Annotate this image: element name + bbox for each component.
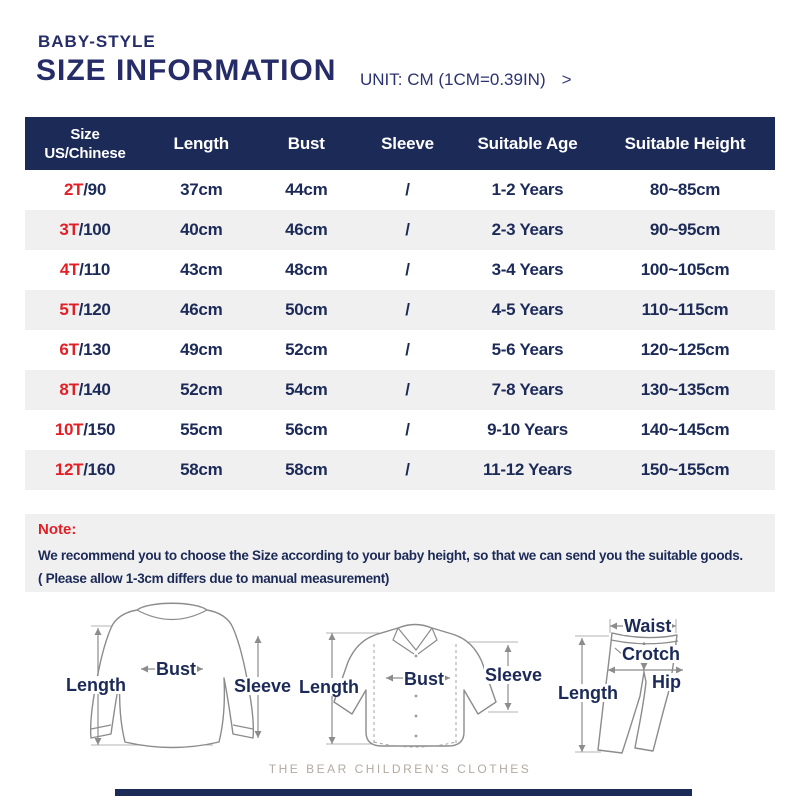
page-title: SIZE INFORMATION [36,54,337,87]
sleeve-cell: / [405,300,410,319]
size-cell: 12T/160 [54,460,116,479]
size-table: Size US/Chinese Length Bust Sleeve Suita… [25,117,775,490]
measure-label-length: Length [65,675,127,695]
column-header-age: Suitable Age [460,117,595,170]
chevron-right-icon: > [561,70,572,89]
bust-cell: 48cm [285,260,328,279]
unit-note-row[interactable]: UNIT: CM (1CM=0.39IN) > [360,70,572,90]
note-label: Note: [38,521,77,538]
hip-arrow [608,666,683,674]
unit-label: UNIT: CM (1CM=0.39IN) [360,70,546,89]
bust-cell: 56cm [285,420,328,439]
bust-cell: 54cm [285,380,328,399]
length-cell: 40cm [180,220,223,239]
sleeve-cell: / [405,260,410,279]
column-header-bust: Bust [257,117,355,170]
sleeve-cell: / [405,420,410,439]
table-row: 6T/130 49cm 52cm / 5-6 Years 120~125cm [25,330,775,370]
measure-label-hip: Hip [651,672,682,692]
age-cell: 9-10 Years [487,420,568,439]
size-cell: 10T/150 [54,420,116,439]
age-cell: 1-2 Years [491,180,564,199]
sleeve-cell: / [405,460,410,479]
note-line-1: We recommend you to choose the Size acco… [38,548,743,563]
measure-label-sleeve: Sleeve [233,676,293,696]
size-cell: 6T/130 [59,340,111,359]
shirt-measure-diagram: Length Bust Sleeve [290,598,544,783]
length-cell: 52cm [180,380,223,399]
table-row: 4T/110 43cm 48cm / 3-4 Years 100~105cm [25,250,775,290]
column-header-size: Size US/Chinese [25,117,145,170]
age-cell: 7-8 Years [491,380,564,399]
table-row: 5T/120 46cm 50cm / 4-5 Years 110~115cm [25,290,775,330]
table-row: 8T/140 52cm 54cm / 7-8 Years 130~135cm [25,370,775,410]
brand-text: BABY-STYLE [38,32,156,51]
table-row: 10T/150 55cm 56cm / 9-10 Years 140~145cm [25,410,775,450]
column-header-length: Length [145,117,258,170]
column-header-sleeve: Sleeve [355,117,460,170]
size-cell: 4T/110 [59,260,111,279]
height-cell: 90~95cm [649,220,721,239]
height-cell: 110~115cm [641,300,729,319]
bottom-divider-bar [115,789,692,796]
table-row: 12T/160 58cm 58cm / 11-12 Years 150~155c… [25,450,775,490]
age-cell: 2-3 Years [491,220,564,239]
measure-label-bust: Bust [403,669,445,689]
bust-cell: 58cm [285,460,328,479]
size-cell: 5T/120 [59,300,111,319]
measure-label-crotch: Crotch [621,644,681,664]
note-box: Note: We recommend you to choose the Siz… [25,514,775,592]
age-cell: 3-4 Years [491,260,564,279]
sleeve-cell: / [405,380,410,399]
pants-measure-diagram: Waist Crotch Hip Length [545,595,795,785]
size-cell: 3T/100 [59,220,111,239]
measure-label-length: Length [557,683,619,703]
bust-cell: 44cm [285,180,328,199]
length-cell: 46cm [180,300,223,319]
table-row: 3T/100 40cm 46cm / 2-3 Years 90~95cm [25,210,775,250]
sleeve-cell: / [405,180,410,199]
age-cell: 5-6 Years [491,340,564,359]
length-cell: 55cm [180,420,223,439]
note-line-2: ( Please allow 1-3cm differs due to manu… [38,571,390,586]
measure-label-length: Length [298,677,360,697]
bust-cell: 52cm [285,340,328,359]
column-header-height: Suitable Height [595,117,775,170]
table-header-row: Size US/Chinese Length Bust Sleeve Suita… [25,117,775,170]
measure-label-waist: Waist [623,616,673,636]
pants-sketch-icon [575,619,683,754]
height-cell: 150~155cm [640,460,730,479]
height-cell: 100~105cm [640,260,730,279]
table-row: 2T/90 37cm 44cm / 1-2 Years 80~85cm [25,170,775,210]
size-cell: 2T/90 [64,180,106,199]
bust-cell: 46cm [285,220,328,239]
age-cell: 11-12 Years [482,460,573,479]
height-cell: 80~85cm [649,180,721,199]
length-cell: 37cm [180,180,223,199]
measure-label-sleeve: Sleeve [484,665,544,685]
sleeve-cell: / [405,220,410,239]
length-cell: 49cm [180,340,223,359]
length-cell: 58cm [180,460,223,479]
age-cell: 4-5 Years [491,300,564,319]
sweater-measure-diagram: Length Bust Sleeve [45,598,293,783]
height-cell: 130~135cm [640,380,730,399]
measure-label-bust: Bust [155,659,197,679]
footer-brand-text: THE BEAR CHILDREN'S CLOTHES [268,762,532,776]
bust-cell: 50cm [285,300,328,319]
height-cell: 140~145cm [640,420,730,439]
sleeve-cell: / [405,340,410,359]
size-cell: 8T/140 [59,380,111,399]
length-cell: 43cm [180,260,223,279]
height-cell: 120~125cm [640,340,730,359]
